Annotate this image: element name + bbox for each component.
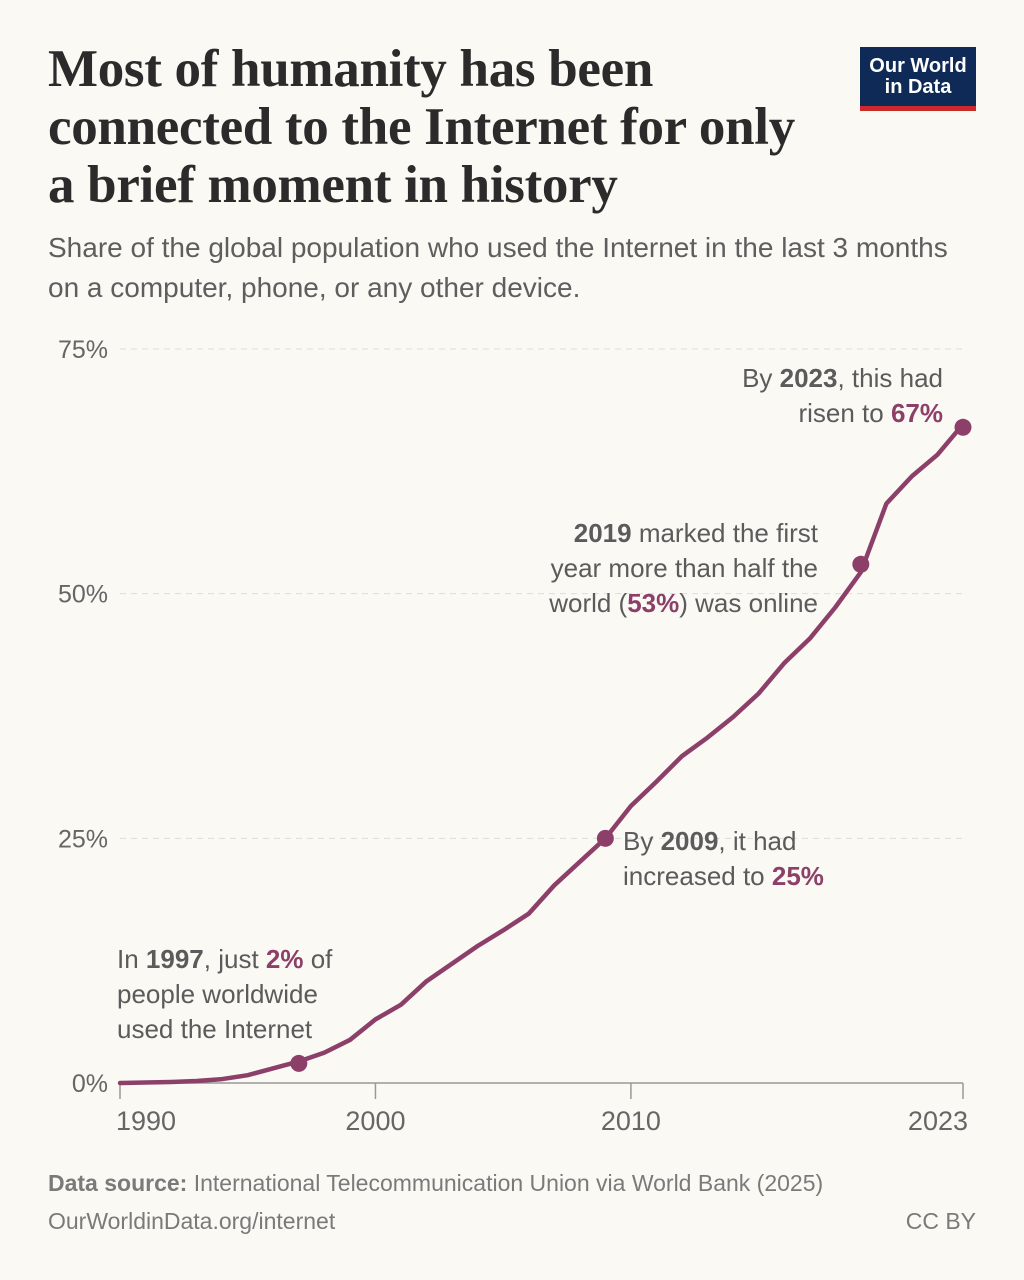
- annotation-text: , just: [204, 944, 266, 974]
- annotation-line: 2019 marked the first: [574, 518, 819, 548]
- chart-subtitle: Share of the global population who used …: [48, 232, 948, 303]
- owid-logo[interactable]: Our World in Data: [860, 47, 976, 111]
- annotation-text: 2023: [780, 363, 838, 393]
- x-tick-label: 2000: [345, 1106, 405, 1136]
- source-text: International Telecommunication Union vi…: [193, 1170, 824, 1196]
- annotation-text: By: [623, 826, 661, 856]
- highlight-point: [596, 829, 614, 847]
- logo-line-1: Our World: [869, 55, 967, 77]
- annotation-text: 53%: [627, 588, 679, 618]
- annotation-text: people worldwide: [117, 979, 318, 1009]
- annotation-text: , this had: [837, 363, 943, 393]
- annotation-text: ) was online: [679, 588, 818, 618]
- annotation-text: increased to: [623, 861, 772, 891]
- y-tick-label: 50%: [58, 581, 108, 609]
- annotation-line: By 2023, this had: [742, 363, 943, 393]
- annotation-text: In: [117, 944, 146, 974]
- highlight-point: [290, 1054, 308, 1072]
- annotation-text: 1997: [146, 944, 204, 974]
- series-line: [117, 422, 966, 1086]
- x-tick-label: 2010: [601, 1106, 661, 1136]
- annotation-line: year more than half the: [551, 553, 818, 583]
- annotation-line: used the Internet: [117, 1014, 313, 1044]
- annotation-line: By 2009, it had: [623, 826, 796, 856]
- license-link[interactable]: CC BY: [905, 1208, 976, 1234]
- annotation-text: 2009: [661, 826, 719, 856]
- y-tick-label: 0%: [72, 1070, 108, 1098]
- annotation-line: world (53%) was online: [548, 588, 818, 618]
- line-chart: 0% 25% 50% 75% 1990 2000 2010 2023 In 1997, just…: [58, 336, 972, 1136]
- annotation-text: 2%: [266, 944, 304, 974]
- x-tick-label: 1990: [116, 1106, 176, 1136]
- data-source: Data source: International Telecommunica…: [48, 1170, 823, 1197]
- y-tick-label: 25%: [58, 825, 108, 853]
- annotation-text: 67%: [891, 398, 943, 428]
- annotation-text: world (: [548, 588, 627, 618]
- logo-line-2: in Data: [884, 76, 952, 98]
- annotation-text: of: [303, 944, 333, 974]
- annotation-text: By: [742, 363, 780, 393]
- chart-title: Most of humanity has been connected to t…: [48, 40, 795, 214]
- y-tick-label: 75%: [58, 336, 108, 364]
- highlight-point: [954, 418, 972, 436]
- annotation-line: people worldwide: [117, 979, 318, 1009]
- annotation-text: 25%: [772, 861, 824, 891]
- annotation-text: risen to: [798, 398, 891, 428]
- annotation-text: marked the first: [632, 518, 819, 548]
- annotation-text: 2019: [574, 518, 632, 548]
- annotation-line: increased to 25%: [623, 861, 824, 891]
- source-url-link[interactable]: OurWorldinData.org/internet: [48, 1208, 336, 1234]
- annotation-line: In 1997, just 2% of: [117, 944, 333, 974]
- annotation-text: year more than half the: [551, 553, 818, 583]
- annotation-text: used the Internet: [117, 1014, 313, 1044]
- annotation-line: risen to 67%: [798, 398, 943, 428]
- x-tick-label: 2023: [908, 1106, 968, 1136]
- source-label: Data source:: [48, 1170, 188, 1196]
- highlight-point: [852, 555, 870, 573]
- annotation-text: , it had: [718, 826, 796, 856]
